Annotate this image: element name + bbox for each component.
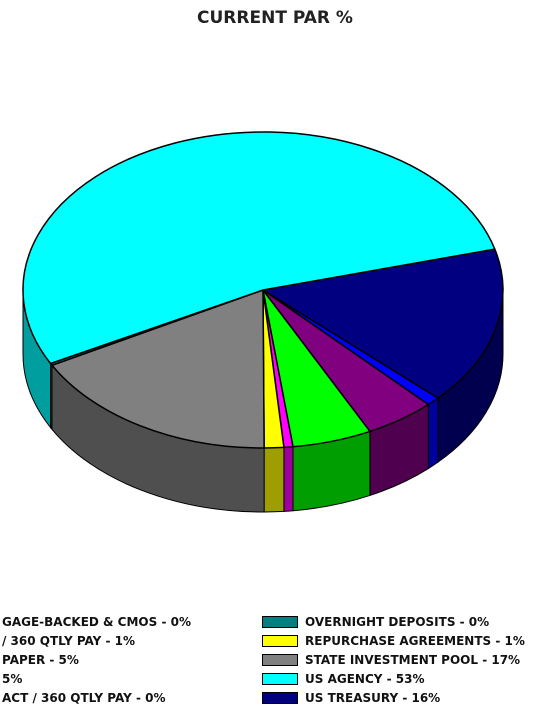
legend-swatch	[262, 616, 298, 628]
legend-item-commercial-paper-5: PAPER - 5%	[0, 651, 79, 669]
legend-label: / 360 QTLY PAY - 1%	[2, 634, 136, 648]
pie-side-act-360-qtly-pay-1	[427, 397, 439, 470]
pie-slice-us-treasury-16	[262, 248, 504, 399]
legend-item-mortgage-backed-cmos-0: GAGE-BACKED & CMOS - 0%	[0, 613, 191, 631]
legend-label: OVERNIGHT DEPOSITS - 0%	[305, 615, 490, 629]
legend-label: PAPER - 5%	[2, 653, 79, 667]
legend-label: 5%	[2, 672, 23, 686]
pie-slice-state-investment-pool-17	[51, 289, 265, 449]
legend-label: US AGENCY - 53%	[305, 672, 425, 686]
legend-item-us-agency-53: US AGENCY - 53%	[262, 670, 425, 688]
chart-title: CURRENT PAR %	[197, 8, 353, 28]
legend-label: STATE INVESTMENT POOL - 17%	[305, 653, 521, 667]
legend-item-repurchase-agreements-1: REPURCHASE AGREEMENTS - 1%	[262, 632, 525, 650]
legend-item-us-treasury-16: US TREASURY - 16%	[262, 689, 440, 707]
legend-swatch	[262, 635, 298, 647]
pie-side-act-360-qtly-pay-0	[283, 446, 294, 512]
legend-label: ACT / 360 QTLY PAY - 0%	[2, 691, 166, 705]
pie-slice-us-agency-53	[22, 131, 496, 365]
legend-label: US TREASURY - 16%	[305, 691, 441, 705]
legend-item-5: 5%	[0, 670, 22, 688]
legend-item-act-360-qtly-pay-0: ACT / 360 QTLY PAY - 0%	[0, 689, 166, 707]
legend-item-overnight-deposits-0: OVERNIGHT DEPOSITS - 0%	[262, 613, 489, 631]
legend-label: REPURCHASE AGREEMENTS - 1%	[305, 634, 525, 648]
legend-item-state-investment-pool-17: STATE INVESTMENT POOL - 17%	[262, 651, 520, 669]
legend-label: GAGE-BACKED & CMOS - 0%	[2, 615, 191, 629]
pie-side-repurchase-agreements-1	[263, 446, 285, 513]
legend-swatch	[262, 692, 298, 704]
legend-swatch	[262, 654, 298, 666]
legend-item-act-360-qtly-pay-1: / 360 QTLY PAY - 1%	[0, 632, 135, 650]
legend-swatch	[262, 673, 298, 685]
